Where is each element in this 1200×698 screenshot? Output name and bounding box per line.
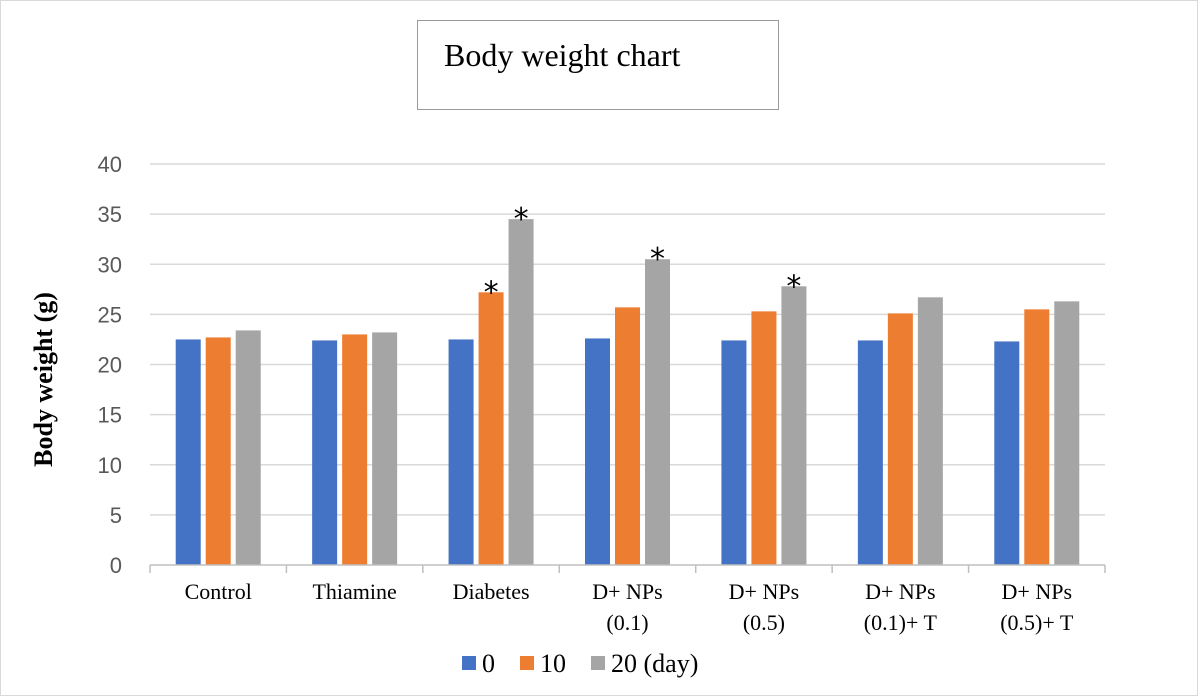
significance-annotations: * * * *	[484, 202, 802, 310]
bar-0-1	[312, 340, 338, 565]
bar-20-day--2	[508, 219, 534, 565]
bar-0-5	[857, 340, 883, 565]
legend: 0 10 20 (day)	[462, 649, 698, 678]
bars	[175, 219, 1080, 565]
bar-20-day--4	[781, 286, 807, 565]
y-tick-label: 15	[98, 403, 122, 428]
y-tick-label: 25	[98, 302, 122, 327]
bar-10-0	[205, 337, 231, 565]
bar-20-day--6	[1054, 301, 1080, 565]
x-axis-ticks: Control Thiamine Diabetes D+ NPs (0.1) D+ NPs…	[149, 565, 1106, 635]
bar-10-4	[751, 311, 777, 565]
significance-star: *	[650, 242, 665, 277]
bar-10-3	[615, 307, 640, 565]
bar-20-day--5	[917, 297, 943, 565]
bar-0-0	[175, 339, 201, 565]
x-tick-label: D+ NPs (0.5)+ T	[1000, 579, 1074, 635]
significance-star: *	[514, 202, 529, 237]
legend-label: 20 (day)	[611, 649, 698, 678]
x-tick-label: Thiamine	[312, 579, 396, 604]
y-tick-label: 40	[98, 152, 122, 177]
x-tick-label: D+ NPs (0.1)+ T	[864, 579, 938, 635]
x-tick-label: D+ NPs (0.5)	[729, 579, 799, 635]
legend-label: 10	[540, 649, 566, 678]
y-axis-ticks: 0 5 10 15 20 25 30 35 40	[98, 152, 122, 578]
y-tick-label: 0	[110, 553, 122, 578]
x-tick-label: D+ NPs (0.1)	[592, 579, 662, 635]
y-tick-label: 35	[98, 202, 122, 227]
bar-20-day--1	[372, 332, 398, 565]
bar-0-6	[994, 341, 1020, 565]
y-axis-label: Body weight (g)	[29, 292, 58, 467]
significance-star: *	[786, 269, 801, 304]
bar-10-6	[1024, 309, 1050, 565]
bar-10-5	[887, 313, 913, 565]
legend-swatch	[520, 656, 534, 670]
chart-title: Body weight chart	[444, 37, 681, 73]
bar-0-2	[448, 339, 474, 565]
bar-20-day--0	[235, 330, 261, 565]
legend-swatch	[462, 656, 476, 670]
y-tick-label: 10	[98, 453, 122, 478]
y-tick-label: 5	[110, 503, 122, 528]
y-tick-label: 20	[98, 353, 122, 378]
bar-0-4	[721, 340, 747, 565]
bar-0-3	[585, 338, 610, 565]
x-tick-label: Control	[185, 579, 252, 604]
chart-title-box: Body weight chart	[417, 20, 779, 110]
bar-10-1	[342, 334, 368, 565]
bar-20-day--3	[645, 259, 670, 565]
x-tick-label: Diabetes	[453, 579, 530, 604]
significance-star: *	[484, 275, 499, 310]
y-tick-label: 30	[98, 252, 122, 277]
bar-10-2	[478, 292, 504, 565]
legend-label: 0	[482, 649, 495, 678]
legend-swatch	[591, 656, 605, 670]
